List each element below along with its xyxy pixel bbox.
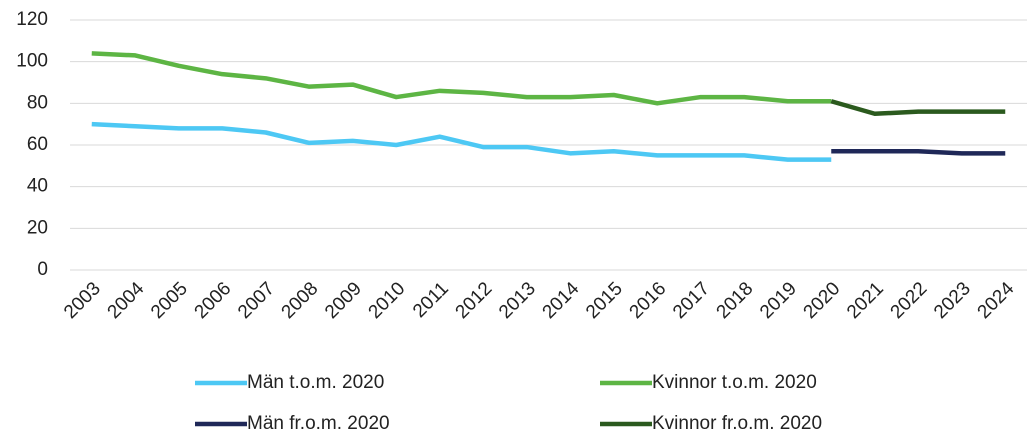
x-tick-label: 2021: [843, 278, 888, 323]
legend-label: Kvinnor t.o.m. 2020: [652, 372, 817, 393]
x-tick-label: 2013: [495, 278, 540, 323]
x-tick-label: 2007: [234, 278, 279, 323]
y-tick-label: 60: [27, 134, 48, 155]
x-tick-label: 2005: [147, 278, 192, 323]
line-series: [91, 51, 832, 106]
line-series: [91, 121, 832, 162]
x-tick-label: 2003: [60, 278, 105, 323]
legend-label: Män fr.o.m. 2020: [247, 413, 390, 434]
x-tick-label: 2008: [278, 278, 323, 323]
y-tick-label: 120: [16, 9, 48, 30]
legend-label: Män t.o.m. 2020: [247, 372, 384, 393]
y-tick-label: 20: [27, 217, 48, 238]
y-tick-label: 40: [27, 176, 48, 197]
x-tick-label: 2017: [669, 278, 714, 323]
x-tick-label: 2006: [191, 278, 236, 323]
x-tick-label: 2016: [626, 278, 671, 323]
x-tick-label: 2012: [452, 278, 497, 323]
y-tick-label: 100: [16, 51, 48, 72]
x-tick-label: 2023: [930, 278, 975, 323]
x-tick-label: 2011: [409, 278, 453, 322]
x-tick-label: 2018: [713, 278, 758, 323]
line-series: [830, 99, 1006, 116]
legend-label: Kvinnor fr.o.m. 2020: [652, 413, 822, 434]
x-tick-label: 2019: [756, 278, 801, 323]
x-tick-label: 2010: [365, 278, 410, 323]
x-tick-label: 2020: [800, 278, 845, 323]
x-tick-label: 2015: [582, 278, 627, 323]
x-tick-label: 2009: [321, 278, 366, 323]
y-tick-label: 80: [27, 92, 48, 113]
line-series: [831, 149, 1006, 156]
y-tick-label: 0: [37, 259, 48, 280]
x-tick-label: 2014: [539, 278, 584, 323]
x-tick-label: 2022: [887, 278, 932, 323]
x-tick-label: 2024: [974, 278, 1019, 323]
x-tick-label: 2004: [104, 278, 149, 323]
